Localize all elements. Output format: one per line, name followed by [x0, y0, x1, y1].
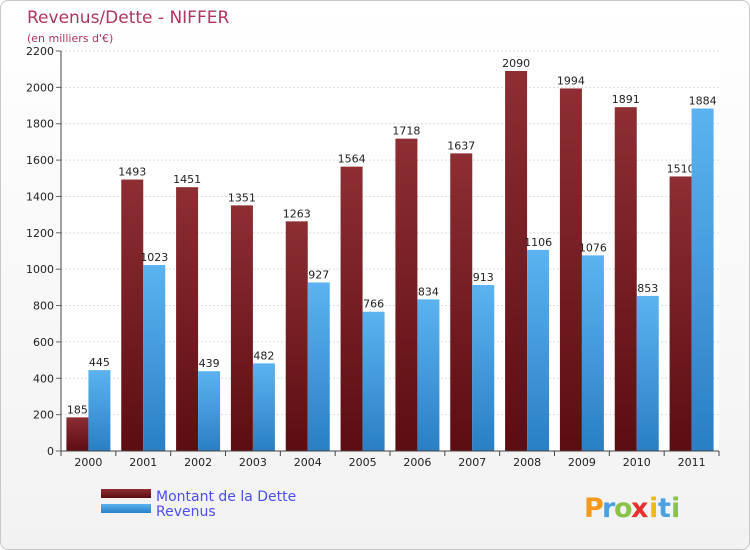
y-tick-label: 1000 — [26, 263, 54, 276]
value-label-dette: 1637 — [447, 139, 475, 152]
bar-dette — [614, 107, 637, 451]
legend-label-debt: Montant de la Dette — [156, 489, 296, 505]
value-label-revenus: 853 — [637, 282, 658, 295]
value-label-revenus: 1023 — [140, 251, 168, 264]
svg-text:o: o — [614, 493, 633, 524]
x-tick-label: 2005 — [349, 456, 377, 469]
svg-text:i: i — [671, 493, 680, 524]
y-tick-label: 1400 — [26, 190, 54, 203]
bar-dette — [285, 221, 308, 451]
value-label-dette: 1451 — [173, 173, 201, 186]
y-tick-label: 0 — [47, 445, 54, 458]
y-tick-label: 200 — [33, 409, 54, 422]
x-tick-label: 2009 — [568, 456, 596, 469]
value-label-revenus: 927 — [308, 268, 329, 281]
bars: 185 445 1493 1023 1451 439 1351 482 1263 927 1564 7… — [66, 57, 717, 452]
bar-dette — [176, 187, 199, 451]
y-tick-label: 2000 — [26, 81, 54, 94]
bar-dette — [559, 88, 582, 452]
value-label-dette: 1891 — [612, 93, 640, 106]
proxiti-logo: P r o x i t i — [584, 493, 680, 524]
x-tick-label: 2000 — [74, 456, 102, 469]
y-tick-label: 1800 — [26, 118, 54, 131]
x-tick-label: 2007 — [458, 456, 486, 469]
bar-revenus — [691, 108, 714, 452]
legend-swatch-debt — [101, 489, 151, 498]
x-tick-label: 2002 — [184, 456, 212, 469]
value-label-dette: 1564 — [338, 153, 366, 166]
bar-dette — [121, 179, 144, 451]
value-label-revenus: 1076 — [579, 241, 607, 254]
bar-revenus — [527, 249, 550, 451]
x-tick-label: 2003 — [239, 456, 267, 469]
value-label-dette: 1493 — [118, 166, 146, 179]
svg-text:i: i — [649, 493, 658, 524]
value-label-revenus: 1884 — [689, 94, 717, 107]
chart-subtitle: (en milliers d'€) — [27, 32, 113, 45]
value-label-dette: 2090 — [502, 57, 530, 70]
svg-text:r: r — [602, 493, 616, 524]
legend: Montant de la Dette Revenus — [101, 489, 296, 520]
value-label-revenus: 834 — [418, 285, 439, 298]
bar-dette — [230, 205, 253, 451]
y-tick-label: 800 — [33, 300, 54, 313]
grid — [61, 50, 719, 452]
legend-label-revenus: Revenus — [156, 504, 216, 520]
svg-text:x: x — [631, 493, 648, 524]
bar-revenus — [636, 295, 659, 451]
bar-dette — [395, 138, 418, 452]
value-label-revenus: 482 — [253, 349, 274, 362]
x-tick-label: 2010 — [623, 456, 651, 469]
value-label-revenus: 439 — [199, 357, 220, 370]
bar-revenus — [88, 370, 111, 451]
value-label-dette: 185 — [67, 403, 88, 416]
y-tick-label: 1600 — [26, 154, 54, 167]
value-label-revenus: 766 — [363, 298, 384, 311]
value-label-dette: 1351 — [228, 191, 256, 204]
axes: 0 200 400 600 800 1000 1200 1400 1600 1800 2000 220… — [26, 45, 720, 469]
bar-revenus — [252, 363, 275, 451]
x-tick-label: 2011 — [678, 456, 706, 469]
bar-revenus — [307, 282, 330, 451]
bar-dette — [669, 176, 692, 452]
plot-area — [61, 51, 719, 451]
value-label-revenus: 1106 — [524, 236, 552, 249]
legend-swatch-revenus — [101, 504, 151, 513]
y-tick-label: 1200 — [26, 227, 54, 240]
x-tick-label: 2006 — [403, 456, 431, 469]
bar-dette — [450, 153, 473, 451]
x-tick-label: 2004 — [294, 456, 322, 469]
bar-revenus — [143, 265, 166, 451]
value-label-revenus: 445 — [89, 356, 110, 369]
x-tick-label: 2001 — [129, 456, 157, 469]
bar-revenus — [581, 255, 604, 451]
bar-revenus — [362, 311, 385, 451]
svg-text:P: P — [584, 493, 604, 524]
bar-revenus — [198, 371, 221, 451]
svg-text:t: t — [658, 493, 671, 524]
chart-title: Revenus/Dette - NIFFER — [27, 8, 229, 28]
value-label-dette: 1718 — [392, 125, 420, 138]
value-label-dette: 1510 — [667, 162, 695, 175]
y-tick-label: 2200 — [26, 45, 54, 58]
y-tick-label: 600 — [33, 336, 54, 349]
bar-revenus — [472, 285, 495, 451]
x-tick-label: 2008 — [513, 456, 541, 469]
value-label-revenus: 913 — [473, 271, 494, 284]
y-tick-label: 400 — [33, 372, 54, 385]
value-label-dette: 1263 — [283, 207, 311, 220]
bar-dette — [340, 166, 363, 452]
value-label-dette: 1994 — [557, 74, 585, 87]
bar-dette — [505, 71, 528, 451]
bar-revenus — [417, 299, 440, 451]
bar-dette — [66, 417, 89, 451]
